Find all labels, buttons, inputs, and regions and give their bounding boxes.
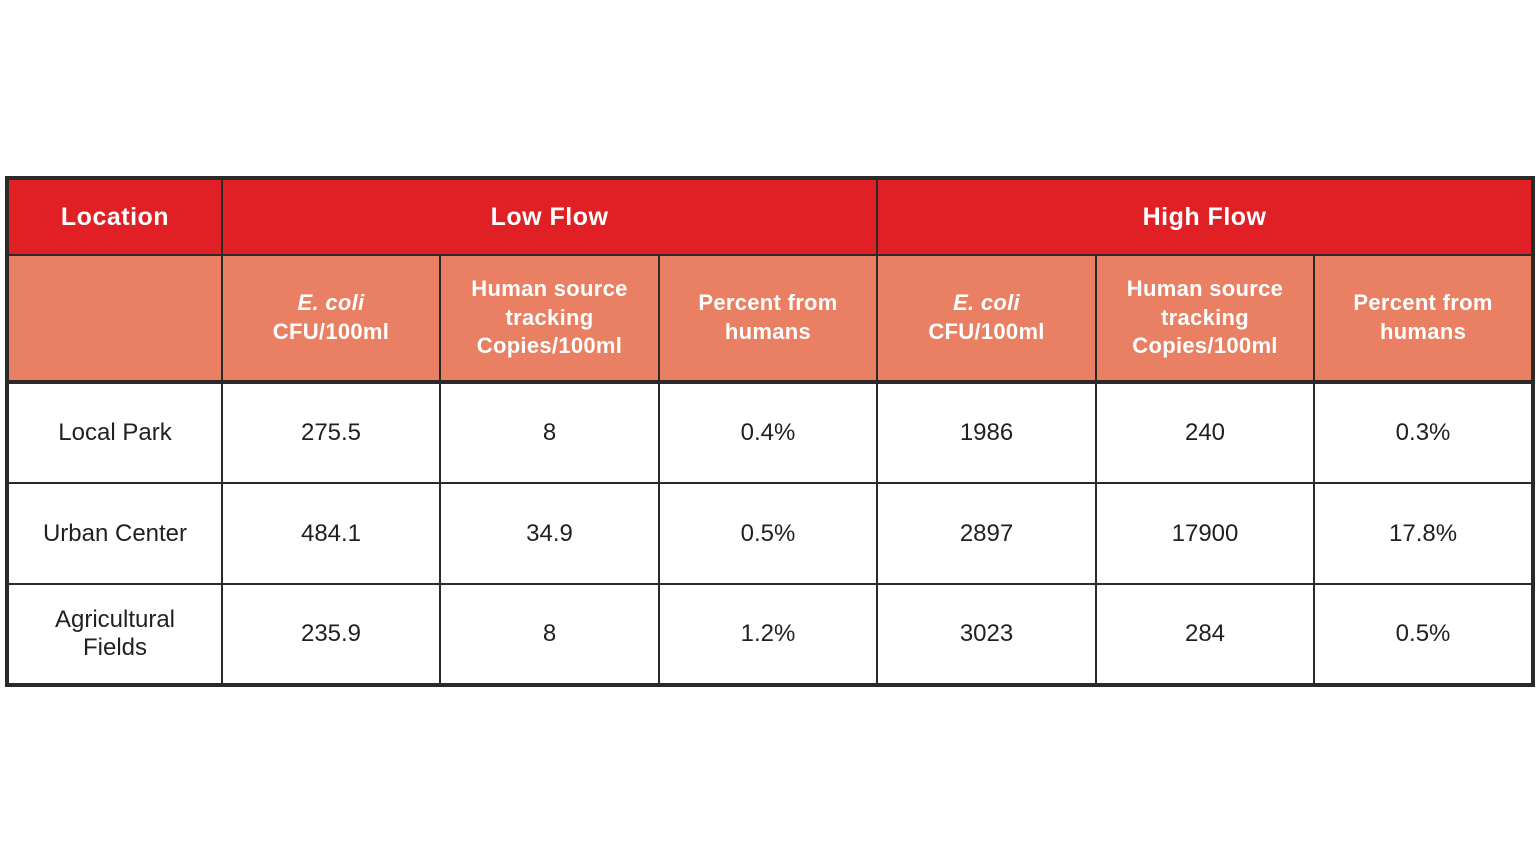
table-row-urban-center: Urban Center 484.1 34.9 0.5% 2897 17900 … xyxy=(6,482,1535,585)
value-cell-ecoli-high: 2897 xyxy=(876,482,1098,585)
ecoli-name-label: E. coli xyxy=(297,290,365,316)
col-header-human-source-low: Human source tracking Copies/100ml xyxy=(439,254,660,384)
value-cell-hst-low: 8 xyxy=(439,381,660,484)
value-cell-hst-high: 17900 xyxy=(1095,482,1316,585)
value-cell-percent-high: 17.8% xyxy=(1313,482,1535,585)
location-cell: Urban Center xyxy=(6,482,223,585)
value-cell-percent-low: 1.2% xyxy=(657,583,879,686)
header-low-flow: Low Flow xyxy=(220,177,879,256)
flow-header-row: Location Low Flow High Flow xyxy=(6,177,1535,256)
value-cell-ecoli-high: 3023 xyxy=(876,583,1098,686)
table-row-local-park: Local Park 275.5 8 0.4% 1986 240 0.3% xyxy=(6,381,1535,484)
water-quality-table: Location Low Flow High Flow E. coli CFU/… xyxy=(5,176,1536,687)
value-cell-hst-high: 284 xyxy=(1095,583,1316,686)
col-header-percent-low: Percent from humans xyxy=(657,254,879,384)
ecoli-unit-label: CFU/100ml xyxy=(272,319,390,344)
value-cell-ecoli-low: 235.9 xyxy=(221,583,441,686)
value-cell-percent-low: 0.5% xyxy=(657,482,879,585)
col-header-percent-high: Percent from humans xyxy=(1313,254,1535,384)
col-header-ecoli-high: E. coli CFU/100ml xyxy=(876,254,1098,384)
ecoli-name-label: E. coli xyxy=(953,290,1020,316)
value-cell-hst-high: 240 xyxy=(1095,381,1316,484)
value-cell-hst-low: 34.9 xyxy=(439,482,660,585)
value-cell-percent-high: 0.3% xyxy=(1313,381,1535,484)
value-cell-ecoli-low: 275.5 xyxy=(221,381,441,484)
table-row-agricultural-fields: Agricultural Fields 235.9 8 1.2% 3023 28… xyxy=(6,583,1535,686)
value-cell-percent-high: 0.5% xyxy=(1313,583,1535,686)
header-high-flow: High Flow xyxy=(876,177,1535,256)
header-empty-cell xyxy=(6,254,223,384)
location-cell: Agricultural Fields xyxy=(6,583,223,686)
column-header-row: E. coli CFU/100ml Human source tracking … xyxy=(6,254,1535,384)
col-header-human-source-high: Human source tracking Copies/100ml xyxy=(1095,254,1316,384)
location-cell: Local Park xyxy=(6,381,223,484)
value-cell-hst-low: 8 xyxy=(439,583,660,686)
ecoli-unit-label: CFU/100ml xyxy=(928,319,1045,344)
value-cell-ecoli-high: 1986 xyxy=(876,381,1098,484)
header-location: Location xyxy=(6,177,223,256)
value-cell-ecoli-low: 484.1 xyxy=(221,482,441,585)
value-cell-percent-low: 0.4% xyxy=(657,381,879,484)
col-header-ecoli-low: E. coli CFU/100ml xyxy=(221,254,441,384)
